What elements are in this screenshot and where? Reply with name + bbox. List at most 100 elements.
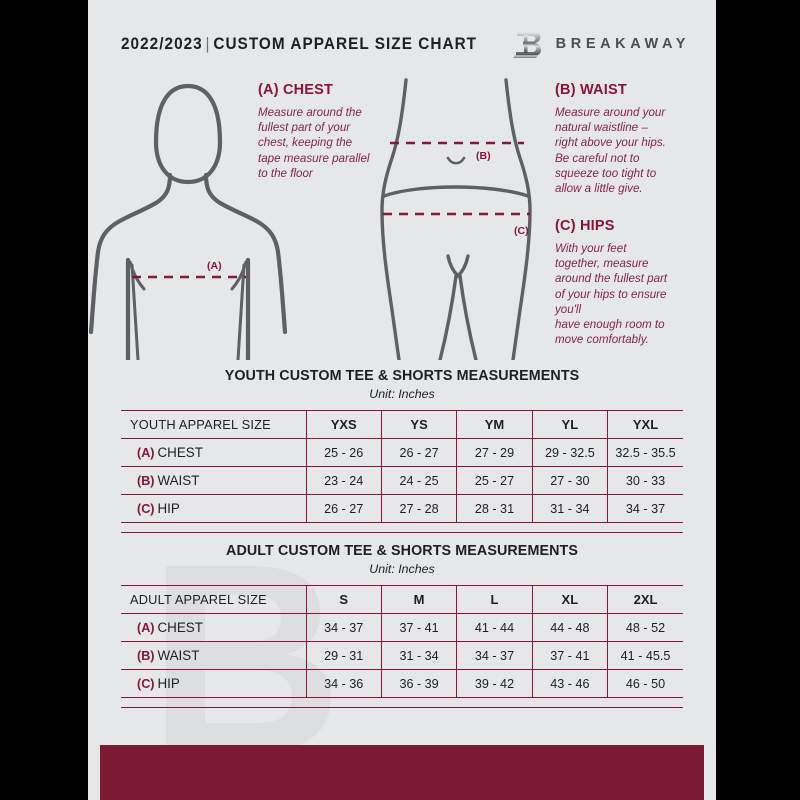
adult-cell-r3-c2: 36 - 39 (380, 669, 457, 698)
male-torso-front-outline (88, 83, 288, 360)
page-header: 2022/2023 | CUSTOM APPAREL SIZE CHART (88, 26, 716, 62)
youth-table-title: YOUTH CUSTOM TEE & SHORTS MEASUREMENTS (224, 368, 580, 384)
youth-size-column-label: YOUTH APPAREL SIZE (121, 410, 306, 439)
callout-waist: (B) WAIST Measure around your natural wa… (555, 82, 703, 196)
row-marker: (A) (137, 621, 155, 635)
hip-measure-tag: (C) (514, 225, 529, 237)
callout-waist-heading: (B) WAIST (555, 82, 627, 98)
youth-size-header-3: YM (456, 410, 533, 439)
adult-size-header-5: 2XL (607, 585, 683, 614)
youth-cell-r1-c4: 29 - 32.5 (531, 438, 608, 467)
callout-waist-body: Measure around your natural waistline – … (555, 106, 666, 196)
measurement-illustrations: (A) (B) (C) (A) CHEST Measure around the… (88, 70, 716, 360)
adult-cell-r3-c5: 46 - 50 (607, 669, 683, 698)
adult-cell-r2-c1: 29 - 31 (305, 641, 382, 670)
youth-cell-r3-c4: 31 - 34 (531, 494, 608, 523)
table-row: (C) HIP 34 - 36 36 - 39 39 - 42 43 - 46 46 - 5… (121, 669, 683, 698)
waist-measure-tag: (B) (476, 150, 491, 162)
adult-row-label-chest: (A) CHEST (121, 613, 306, 642)
brand-lockup: BREAKAWAY (512, 28, 690, 60)
adult-cell-r3-c3: 39 - 42 (456, 669, 533, 698)
youth-header-row: YOUTH APPAREL SIZE YXS YS YM YL YXL (121, 410, 683, 439)
youth-size-header-4: YL (531, 410, 608, 439)
youth-cell-r2-c4: 27 - 30 (531, 466, 608, 495)
youth-size-header-1: YXS (305, 410, 382, 439)
table-row: (A) CHEST 25 - 26 26 - 27 27 - 29 29 - 32.5 32… (121, 438, 683, 467)
youth-measurements-table: YOUTH APPAREL SIZE YXS YS YM YL YXL (A) CHEST 25… (121, 410, 683, 523)
youth-cell-r1-c5: 32.5 - 35.5 (607, 438, 683, 467)
navel-detail (446, 156, 466, 165)
adult-size-header-2: M (380, 585, 457, 614)
adult-header-row: ADULT APPAREL SIZE S M L XL 2XL (121, 585, 683, 614)
page-title: 2022/2023 | CUSTOM APPAREL SIZE CHART (121, 35, 477, 54)
youth-cell-r1-c3: 27 - 29 (456, 438, 533, 467)
youth-table-unit: Unit: Inches (369, 387, 435, 401)
adult-cell-r3-c4: 43 - 46 (531, 669, 608, 698)
breakaway-b-logo-icon (512, 32, 541, 58)
adult-row-label-hip: (C) HIP (121, 669, 306, 698)
youth-cell-r2-c3: 25 - 27 (456, 466, 533, 495)
adult-cell-r1-c5: 48 - 52 (607, 613, 683, 642)
adult-size-column-label: ADULT APPAREL SIZE (121, 585, 306, 614)
body-diagrams (88, 78, 532, 360)
adult-cell-r2-c4: 37 - 41 (531, 641, 608, 670)
adult-table-title: ADULT CUSTOM TEE & SHORTS MEASUREMENTS (226, 543, 578, 559)
table-row: (B) WAIST 23 - 24 24 - 25 25 - 27 27 - 30 30 -… (121, 466, 683, 495)
adult-cell-r2-c2: 31 - 34 (380, 641, 457, 670)
youth-cell-r1-c1: 25 - 26 (305, 438, 382, 467)
adult-cell-r1-c3: 41 - 44 (456, 613, 533, 642)
youth-cell-r3-c1: 26 - 27 (305, 494, 382, 523)
youth-row-label-chest: (A) CHEST (121, 438, 306, 467)
youth-cell-r3-c3: 28 - 31 (456, 494, 533, 523)
row-name: CHEST (157, 620, 203, 635)
adult-size-header-4: XL (531, 585, 608, 614)
season-label: 2022/2023 (121, 34, 203, 53)
callout-hips-body: With your feet together, measure around … (555, 242, 668, 347)
callout-chest: (A) CHEST Measure around the fullest par… (258, 82, 418, 181)
youth-cell-r2-c5: 30 - 33 (607, 466, 683, 495)
adult-cell-r1-c2: 37 - 41 (380, 613, 457, 642)
title-separator: | (205, 34, 211, 53)
brand-name: BREAKAWAY (555, 36, 690, 52)
size-chart-page: B 2022/2023 | CUSTOM APPAREL SIZE CHART (88, 0, 716, 800)
adult-measurements-table: ADULT APPAREL SIZE S M L XL 2XL (A) CHEST 34 - 3… (121, 585, 683, 698)
adult-cell-r2-c5: 41 - 45.5 (607, 641, 683, 670)
row-name: HIP (157, 676, 180, 691)
callout-hips: (C) HIPS With your feet together, measur… (555, 218, 705, 347)
footer-bar (100, 745, 704, 800)
youth-table-bottom-rule (121, 532, 683, 533)
row-marker: (B) (137, 649, 155, 663)
youth-size-header-5: YXL (607, 410, 683, 439)
adult-table-unit: Unit: Inches (369, 562, 435, 576)
row-marker: (B) (137, 474, 155, 488)
youth-measurements-block: YOUTH CUSTOM TEE & SHORTS MEASUREMENTS U… (121, 368, 683, 533)
callout-hips-heading: (C) HIPS (555, 218, 615, 234)
table-row: (B) WAIST 29 - 31 31 - 34 34 - 37 37 - 41 41 -… (121, 641, 683, 670)
adult-measurements-block: ADULT CUSTOM TEE & SHORTS MEASUREMENTS U… (121, 543, 683, 708)
callout-chest-body: Measure around the fullest part of your … (258, 106, 370, 180)
youth-cell-r3-c2: 27 - 28 (380, 494, 457, 523)
adult-table-bottom-rule (121, 707, 683, 708)
adult-size-header-3: L (456, 585, 533, 614)
chest-measure-tag: (A) (207, 260, 222, 272)
hips-waist-front-outline (380, 78, 532, 360)
callout-chest-heading: (A) CHEST (258, 82, 334, 98)
adult-cell-r1-c1: 34 - 37 (305, 613, 382, 642)
adult-cell-r1-c4: 44 - 48 (531, 613, 608, 642)
youth-cell-r1-c2: 26 - 27 (380, 438, 457, 467)
row-name: WAIST (157, 648, 200, 663)
youth-cell-r2-c1: 23 - 24 (305, 466, 382, 495)
adult-row-label-waist: (B) WAIST (121, 641, 306, 670)
table-row: (A) CHEST 34 - 37 37 - 41 41 - 44 44 - 48 48 -… (121, 613, 683, 642)
youth-size-header-2: YS (380, 410, 457, 439)
adult-size-header-1: S (305, 585, 382, 614)
table-row: (C) HIP 26 - 27 27 - 28 28 - 31 31 - 34 34 - 3… (121, 494, 683, 523)
row-marker: (A) (137, 446, 155, 460)
youth-row-label-waist: (B) WAIST (121, 466, 306, 495)
row-name: WAIST (157, 473, 200, 488)
row-marker: (C) (137, 677, 155, 691)
youth-row-label-hip: (C) HIP (121, 494, 306, 523)
youth-cell-r2-c2: 24 - 25 (380, 466, 457, 495)
row-name: CHEST (157, 445, 203, 460)
youth-cell-r3-c5: 34 - 37 (607, 494, 683, 523)
